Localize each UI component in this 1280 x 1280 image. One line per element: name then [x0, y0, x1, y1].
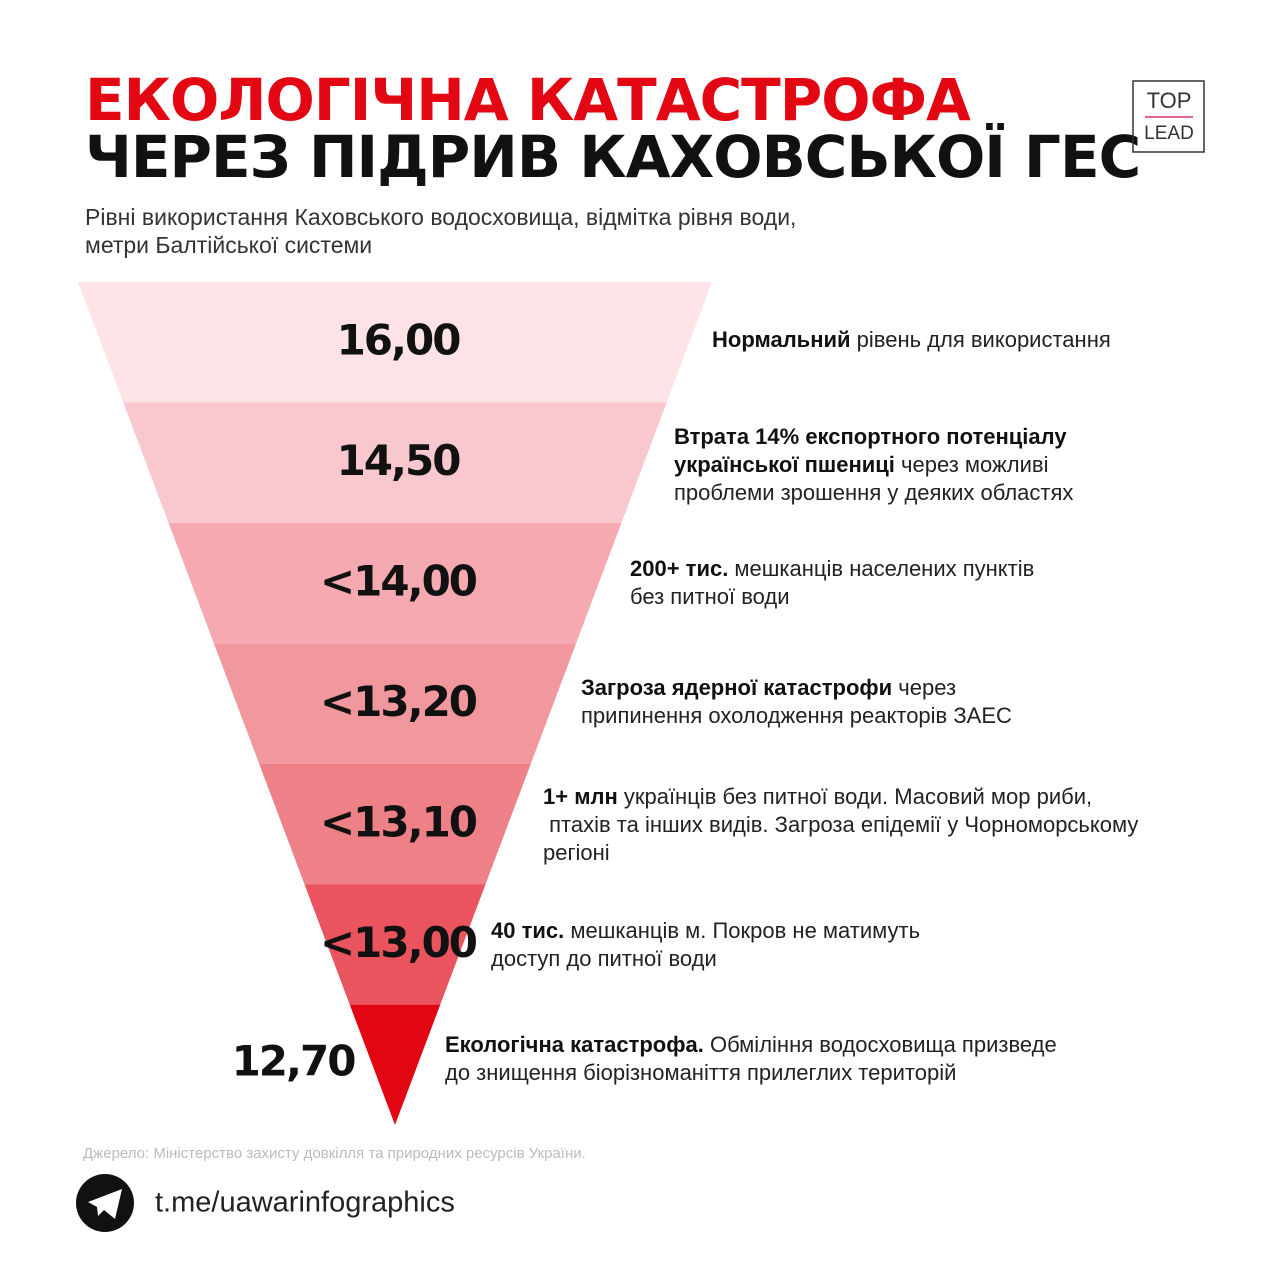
- level-description: Нормальний рівень для використання: [712, 327, 1111, 352]
- level-label: 12,70: [232, 1037, 356, 1086]
- level-description: припинення охолодження реакторів ЗАЕС: [581, 703, 1012, 728]
- source: Джерело: Міністерство захисту довкілля т…: [83, 1145, 586, 1162]
- level-description: Екологічна катастрофа. Обміління водосхо…: [445, 1032, 1057, 1057]
- level-label: 14,50: [337, 436, 461, 485]
- description-segment: Обміління водосховища призведе: [704, 1032, 1057, 1057]
- funnel-band: [78, 282, 712, 403]
- subtitle: Рівні використання Каховського водосхови…: [85, 204, 796, 230]
- description-segment: 40 тис.: [491, 918, 564, 943]
- description-segment: без питної води: [630, 584, 790, 609]
- logo-top: TOP: [1147, 88, 1192, 113]
- link[interactable]: t.me/uawarinfographics: [155, 1187, 455, 1219]
- title-line1: ЕКОЛОГІЧНА КАТАСТРОФА: [85, 66, 971, 134]
- description-segment: 1+ млн: [543, 784, 618, 809]
- description-segment: до знищення біорізноманіття прилеглих те…: [445, 1060, 956, 1085]
- description-segment: 200+ тис.: [630, 556, 728, 581]
- description-segment: через: [892, 675, 956, 700]
- level-label: <13,00: [320, 918, 477, 967]
- description-segment: Нормальний: [712, 327, 851, 352]
- funnel: [78, 282, 712, 1125]
- description-segment: Загроза ядерної катастрофи: [581, 675, 892, 700]
- level-description: без питної води: [630, 584, 790, 609]
- level-description: до знищення біорізноманіття прилеглих те…: [445, 1060, 956, 1085]
- description-segment: Втрата 14% експортного потенціалу: [674, 424, 1067, 449]
- level-description: 40 тис. мешканців м. Покров не матимуть: [491, 918, 920, 943]
- description-segment: припинення охолодження реакторів ЗАЕС: [581, 703, 1012, 728]
- level-description: української пшениці через можливі: [674, 452, 1048, 477]
- funnel-band: [123, 402, 667, 523]
- logo-bottom: LEAD: [1144, 123, 1194, 144]
- subtitle: метри Балтійської системи: [85, 232, 372, 258]
- description-segment: птахів та інших видів. Загроза епідемії …: [543, 812, 1138, 837]
- level-description: проблеми зрошення у деяких областях: [674, 480, 1073, 505]
- logo: TOP LEAD: [1132, 80, 1205, 153]
- level-label: <14,00: [320, 557, 477, 606]
- description-segment: проблеми зрошення у деяких областях: [674, 480, 1073, 505]
- funnel-band: [349, 1004, 441, 1125]
- levels: 16,00 Нормальний рівень для використання 1…: [232, 316, 1139, 1086]
- funnel-band: [213, 643, 577, 764]
- icon-plane: [88, 1189, 122, 1219]
- description-segment: регіоні: [543, 840, 610, 865]
- description-segment: через можливі: [895, 452, 1049, 477]
- description-segment: рівень для використання: [851, 327, 1111, 352]
- level-description: регіоні: [543, 840, 610, 865]
- description-segment: української пшениці: [674, 452, 895, 477]
- level-description: Загроза ядерної катастрофи через: [581, 675, 956, 700]
- telegram-icon: [76, 1174, 134, 1232]
- level-description: 200+ тис. мешканців населених пунктів: [630, 556, 1034, 581]
- level-description: Втрата 14% експортного потенціалу: [674, 424, 1067, 449]
- level-label: 16,00: [337, 316, 461, 365]
- level-description: птахів та інших видів. Загроза епідемії …: [543, 812, 1138, 837]
- description-segment: мешканців м. Покров не матимуть: [564, 918, 920, 943]
- level-description: доступ до питної води: [491, 946, 717, 971]
- logo-frame: [1132, 80, 1205, 153]
- level-label: <13,10: [320, 797, 477, 846]
- description-segment: мешканців населених пунктів: [728, 556, 1034, 581]
- funnel-band: [259, 763, 531, 885]
- description-segment: доступ до питної води: [491, 946, 717, 971]
- description-segment: українців без питної води. Масовий мор р…: [618, 784, 1092, 809]
- level-label: <13,20: [320, 677, 477, 726]
- funnel-band: [304, 884, 486, 1005]
- funnel-band: [168, 522, 622, 644]
- title-line2: ЧЕРЕЗ ПІДРИВ КАХОВСЬКОЇ ГЕС: [85, 122, 1140, 191]
- level-description: 1+ млн українців без питної води. Масови…: [543, 784, 1092, 809]
- description-segment: Екологічна катастрофа.: [445, 1032, 704, 1057]
